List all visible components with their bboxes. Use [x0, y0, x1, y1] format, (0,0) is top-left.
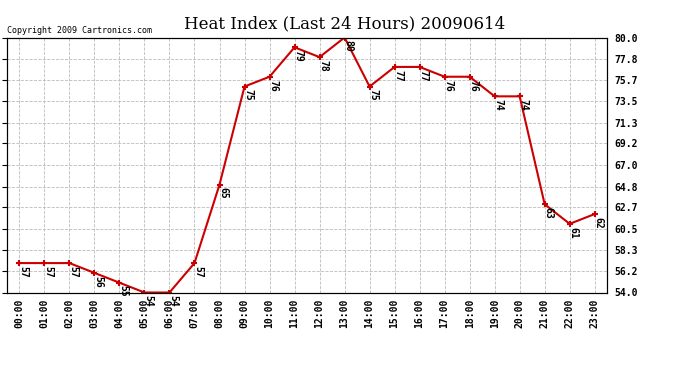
Text: 74: 74: [494, 99, 504, 111]
Text: 57: 57: [43, 266, 54, 278]
Text: 57: 57: [19, 266, 28, 278]
Text: 74: 74: [519, 99, 529, 111]
Text: Copyright 2009 Cartronics.com: Copyright 2009 Cartronics.com: [7, 26, 152, 35]
Text: 75: 75: [244, 89, 254, 101]
Text: 76: 76: [469, 80, 479, 91]
Text: 79: 79: [294, 50, 304, 62]
Text: Heat Index (Last 24 Hours) 20090614: Heat Index (Last 24 Hours) 20090614: [184, 15, 506, 32]
Text: 63: 63: [544, 207, 554, 219]
Text: 54: 54: [168, 295, 179, 307]
Text: 54: 54: [144, 295, 154, 307]
Text: 75: 75: [368, 89, 379, 101]
Text: 77: 77: [394, 70, 404, 81]
Text: 80: 80: [344, 40, 354, 52]
Text: 77: 77: [419, 70, 428, 81]
Text: 61: 61: [569, 226, 579, 238]
Text: 62: 62: [594, 217, 604, 229]
Text: 78: 78: [319, 60, 328, 72]
Text: 76: 76: [268, 80, 279, 91]
Text: 65: 65: [219, 188, 228, 199]
Text: 76: 76: [444, 80, 454, 91]
Text: 55: 55: [119, 285, 128, 297]
Text: 57: 57: [194, 266, 204, 278]
Text: 57: 57: [68, 266, 79, 278]
Text: 56: 56: [94, 276, 104, 287]
